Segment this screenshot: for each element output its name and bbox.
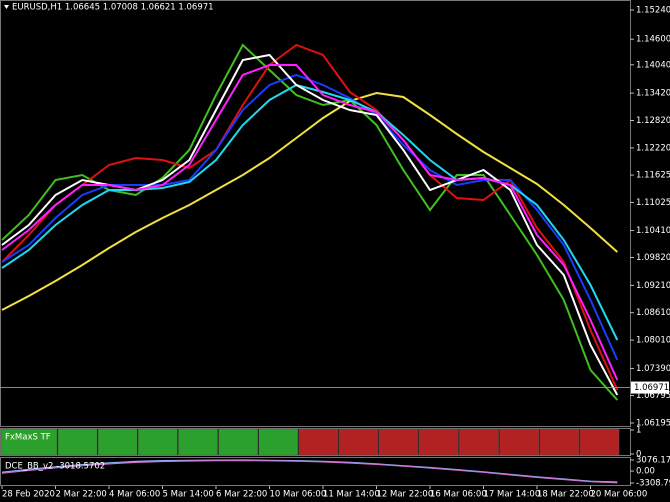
signal-cell [338, 428, 379, 456]
y-tick-label: 1.15240 [636, 5, 670, 15]
y-tick-label: 1.11025 [636, 198, 670, 208]
x-tick-label: 17 Mar 14:00 [484, 490, 541, 500]
y-tick-label: 1.06195 [636, 418, 670, 428]
current-price-label: 1.06971 [634, 383, 669, 393]
signal-cell [218, 428, 258, 456]
x-tick-label: 18 Mar 22:00 [537, 490, 594, 500]
y-tick-label: 1.07390 [636, 364, 670, 374]
y-tick-label: 1.09210 [636, 281, 670, 291]
osc-title: DCE_BB_v2 -3018.5702 [5, 462, 105, 472]
signal-cell [579, 428, 620, 456]
chart-title: EURUSD,H1 1.06645 1.07008 1.06621 1.0697… [12, 3, 214, 13]
x-tick-label: 16 Mar 06:00 [430, 490, 487, 500]
x-tick-label: 6 Mar 22:00 [216, 490, 267, 500]
x-tick-label: 10 Mar 06:00 [270, 490, 327, 500]
y-tick-label: 1 [636, 426, 641, 436]
x-tick-label: 2 Mar 22:00 [56, 490, 107, 500]
signal-cell [138, 428, 178, 456]
signal-cell [0, 428, 58, 456]
series-line [1, 64, 619, 381]
y-tick-label: 0 [636, 450, 641, 460]
x-tick-label: 12 Mar 22:00 [377, 490, 434, 500]
x-tick-label: 11 Mar 14:00 [323, 490, 380, 500]
signal-cell [97, 428, 138, 456]
signal-cell [419, 428, 459, 456]
signal-cell [499, 428, 539, 456]
series-line [1, 91, 618, 311]
y-tick-label: -3308.796 [636, 479, 670, 489]
y-tick-label: 1.12220 [636, 143, 670, 153]
y-tick-label: 1.10410 [636, 226, 670, 236]
signal-cell [378, 428, 419, 456]
y-tick-label: 1.14040 [636, 60, 670, 70]
x-tick-label: 5 Mar 14:00 [163, 490, 214, 500]
signal-cell [459, 428, 499, 456]
current-price-box [631, 381, 669, 394]
y-tick-label: 1.11625 [636, 171, 670, 181]
y-tick-label: 1.14600 [636, 35, 670, 45]
series-line [1, 459, 618, 484]
signal-cell [178, 428, 218, 456]
signal-cell [539, 428, 580, 456]
x-tick-label: 20 Mar 06:00 [591, 490, 648, 500]
y-tick-label: 1.06795 [636, 391, 670, 401]
symbol-marker [4, 5, 9, 9]
series-line [1, 83, 619, 341]
x-tick-label: 28 Feb 2020 [2, 490, 55, 500]
y-tick-label: 1.09820 [636, 253, 670, 263]
x-tick-label: 4 Mar 06:00 [109, 490, 160, 500]
y-tick-label: 0.00 [636, 467, 655, 477]
y-tick-label: 1.12820 [636, 116, 670, 126]
signal-cell [258, 428, 299, 456]
signal-cell [57, 428, 98, 456]
main-panel-frame [0, 0, 631, 427]
signal-cell [298, 428, 339, 456]
y-tick-label: 1.13420 [636, 89, 670, 99]
signal-panel-frame [0, 428, 631, 456]
y-tick-label: 1.08610 [636, 308, 670, 318]
y-tick-label: 1.08010 [636, 336, 670, 346]
signal-title: FxMaxS TF [5, 433, 51, 443]
y-tick-label: 3076.1795 [636, 456, 670, 466]
